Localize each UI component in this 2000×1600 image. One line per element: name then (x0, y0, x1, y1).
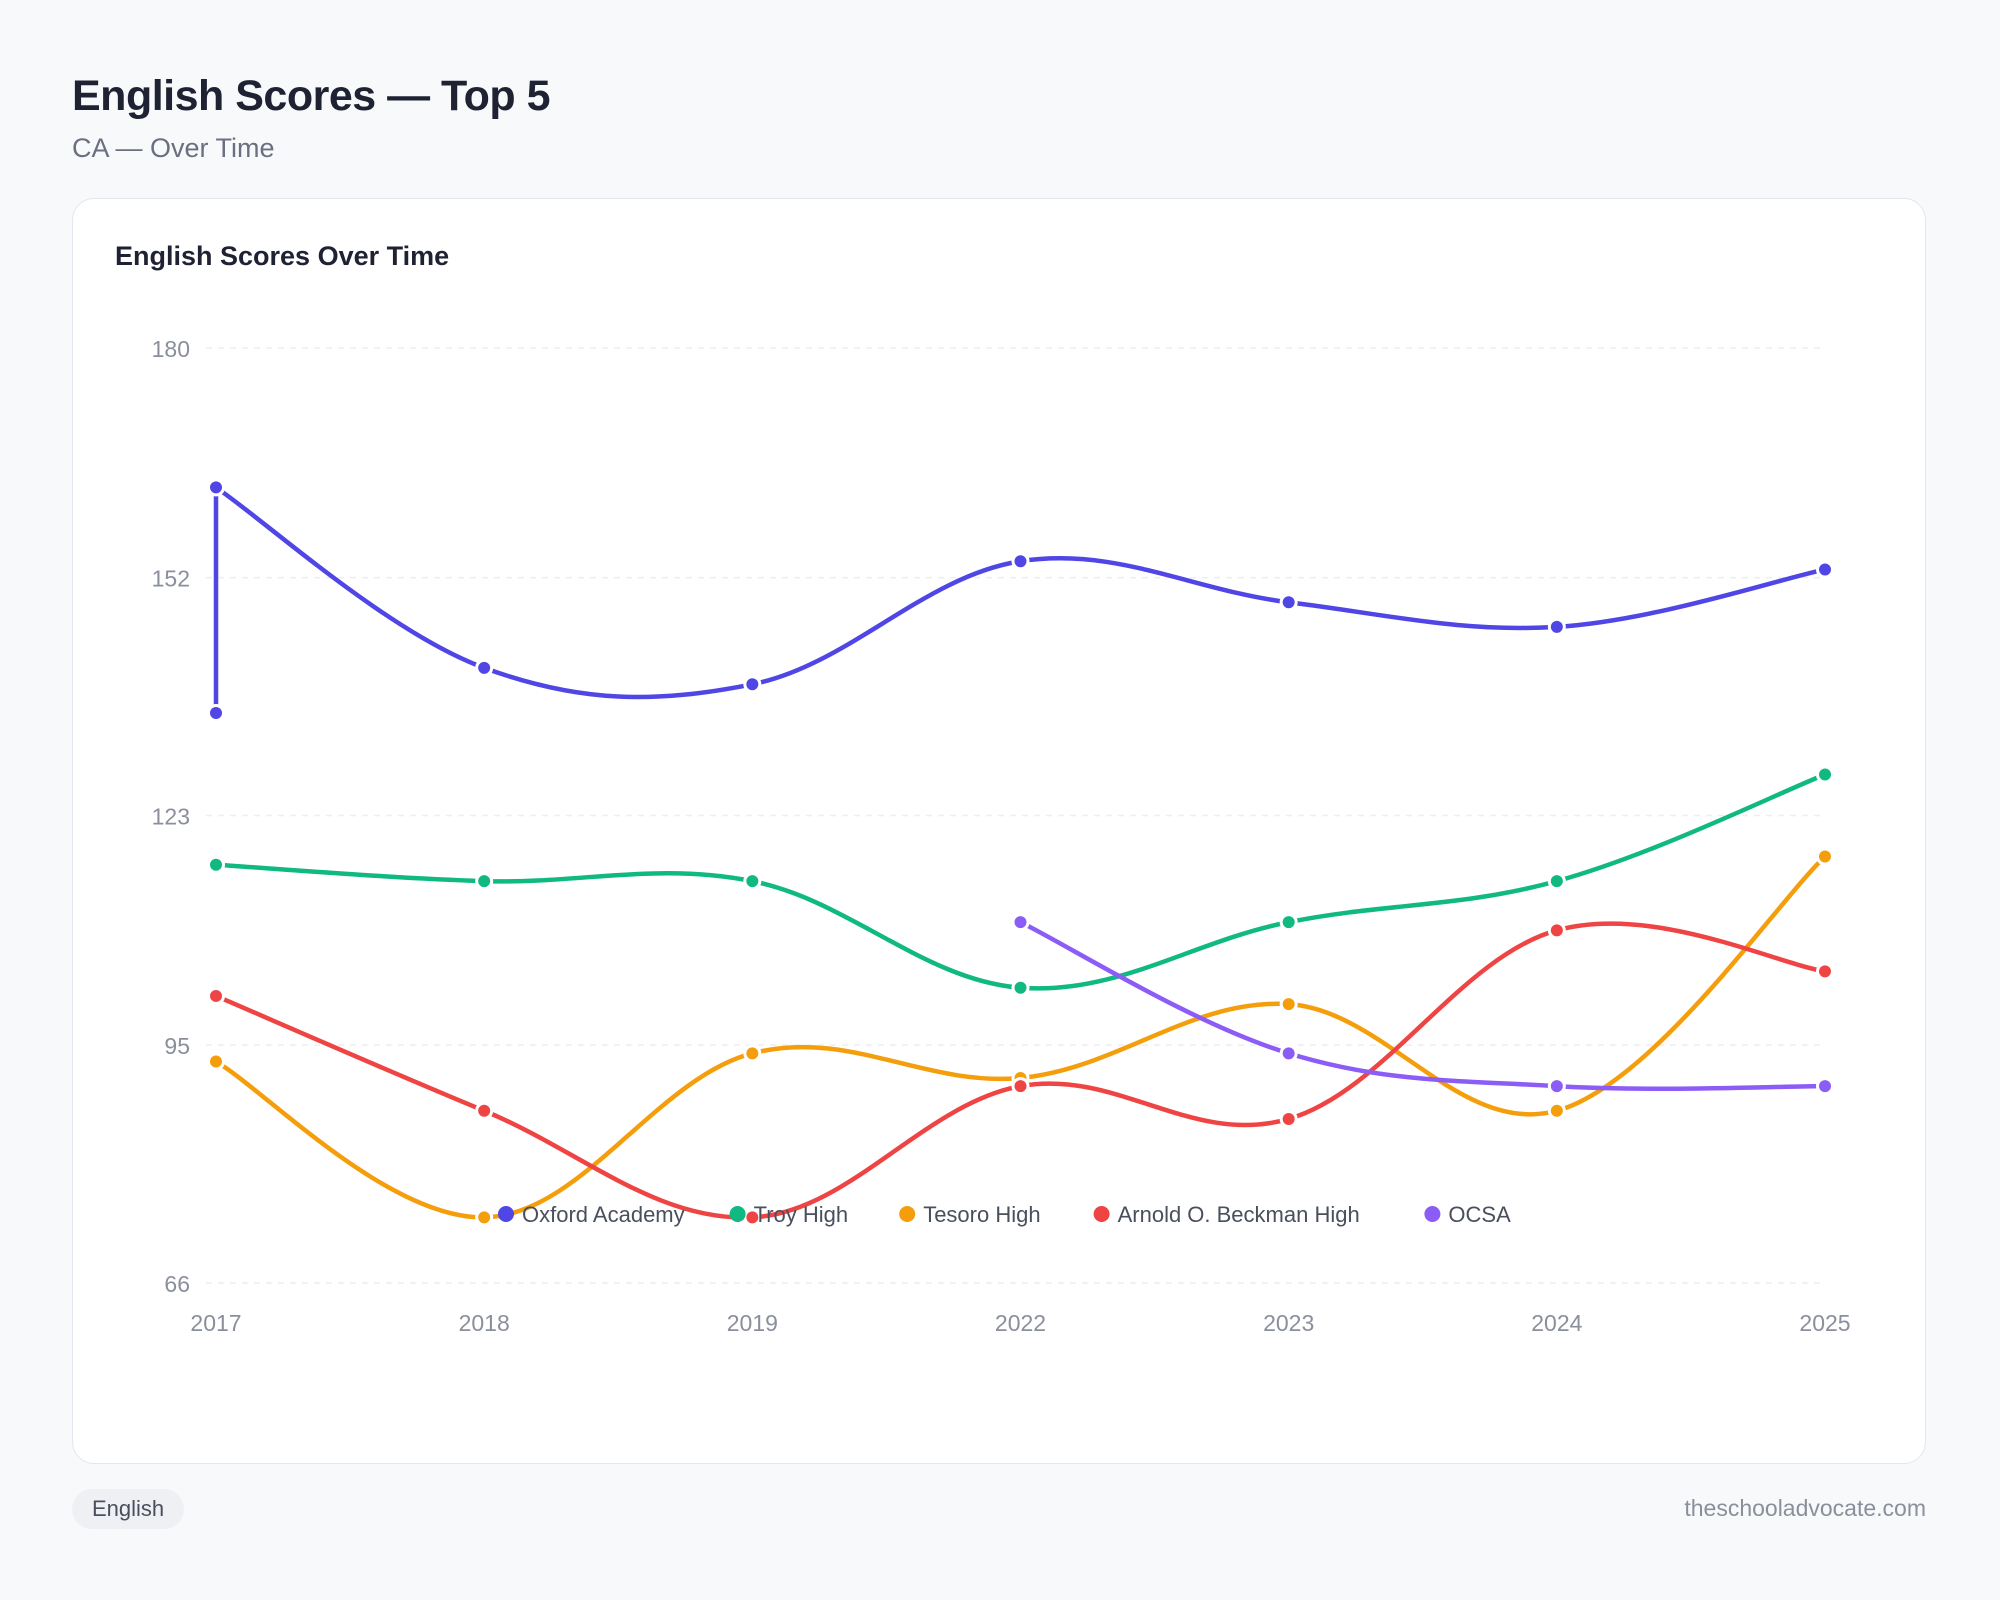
data-point (475, 1208, 494, 1227)
data-point (475, 1101, 494, 1120)
data-point (743, 1044, 762, 1063)
data-point (1816, 847, 1834, 866)
data-point (1547, 617, 1566, 636)
x-tick-label: 2023 (1263, 1310, 1314, 1336)
legend-label: Troy High (754, 1202, 849, 1227)
data-point (1816, 765, 1834, 784)
data-point (1279, 913, 1298, 932)
legend-label: Oxford Academy (522, 1202, 685, 1227)
y-tick-label: 152 (152, 566, 190, 592)
chart-card: English Scores Over Time 66 95 123 152 180 20… (72, 198, 1926, 1464)
data-point (207, 855, 225, 874)
page-subtitle: CA — Over Time (72, 133, 275, 163)
data-point (1816, 1077, 1834, 1096)
page-title: English Scores — Top 5 (72, 72, 551, 120)
data-point (1279, 1109, 1298, 1128)
data-point (1547, 872, 1566, 891)
data-point (1011, 913, 1030, 932)
legend-marker (729, 1206, 746, 1222)
data-point (1547, 1077, 1566, 1096)
data-point (1011, 978, 1030, 997)
y-tick-label: 66 (164, 1271, 190, 1297)
data-point (1279, 1044, 1298, 1063)
data-point (1279, 593, 1298, 612)
legend-label: OCSA (1448, 1202, 1511, 1227)
data-point (1816, 560, 1834, 579)
data-point (475, 872, 494, 891)
data-point (475, 658, 494, 677)
data-point (1279, 995, 1298, 1014)
x-tick-label: 2025 (1799, 1310, 1850, 1336)
x-tick-label: 2017 (190, 1310, 241, 1336)
data-point (207, 478, 225, 497)
site-label[interactable]: theschooladvocate.com (1684, 1495, 1926, 1521)
series-line-oxford-academy (213, 485, 1828, 700)
series-line-tesoro-high (213, 854, 1828, 1220)
data-point (207, 986, 225, 1005)
x-tick-label: 2018 (459, 1310, 510, 1336)
data-point (1011, 1077, 1030, 1096)
chart-title: English Scores Over Time (115, 241, 450, 271)
data-point (1011, 552, 1030, 571)
data-point (743, 872, 762, 891)
data-point (207, 703, 225, 722)
legend-label: Arnold O. Beckman High (1118, 1202, 1360, 1227)
data-point (1547, 1101, 1566, 1120)
data-point (207, 1052, 225, 1071)
line-chart: 66 95 123 152 180 2017 2018 2019 2022 2023 2024 202… (152, 336, 1851, 1336)
x-tick-label: 2024 (1531, 1310, 1582, 1336)
series-line-troy-high (213, 772, 1828, 991)
subject-tag[interactable]: English (72, 1489, 185, 1529)
data-point (743, 675, 762, 694)
legend-label: Tesoro High (923, 1202, 1040, 1227)
legend-marker (1424, 1206, 1441, 1222)
x-tick-label: 2022 (995, 1310, 1046, 1336)
data-point (1816, 962, 1834, 981)
y-tick-label: 95 (164, 1033, 190, 1059)
legend-marker (1093, 1206, 1110, 1222)
x-tick-label: 2019 (727, 1310, 778, 1336)
y-tick-label: 123 (152, 804, 190, 830)
y-tick-label: 180 (152, 336, 190, 362)
legend-marker (498, 1206, 514, 1222)
data-point (1547, 921, 1566, 940)
series-line-ocsa (1018, 919, 1828, 1092)
legend-marker (899, 1206, 916, 1222)
